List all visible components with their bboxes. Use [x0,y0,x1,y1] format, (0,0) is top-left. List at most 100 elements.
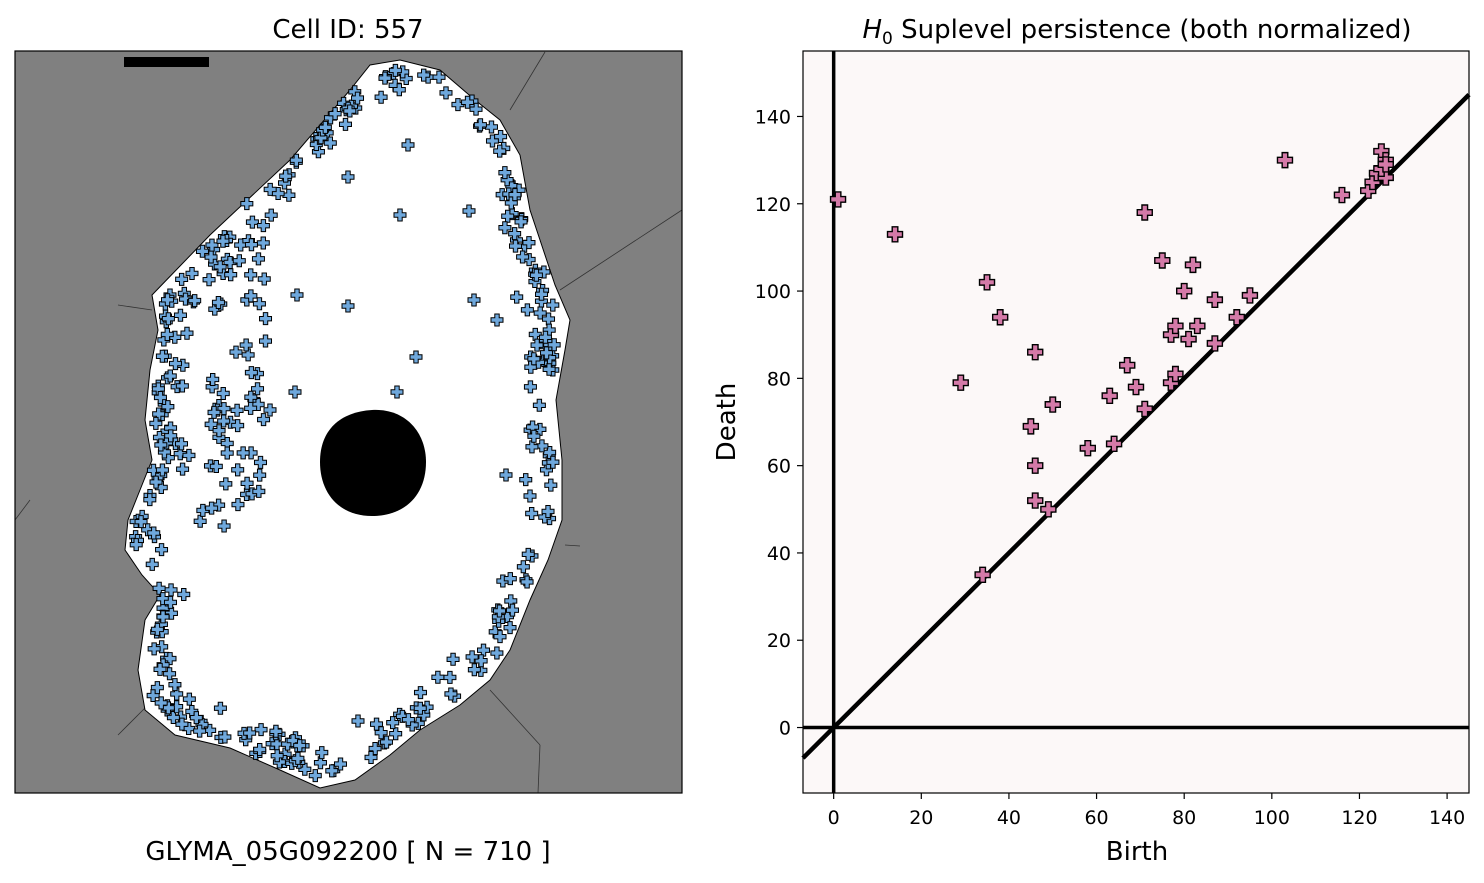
transcript-marker [289,153,303,167]
transcript-marker [378,71,392,85]
persistence-point [952,374,969,391]
transcript-marker [150,681,164,695]
transcript-marker [134,515,148,529]
y-tick-label: 120 [755,194,791,216]
transcript-marker [527,352,541,366]
nucleus [320,409,426,516]
transcript-marker [368,742,382,756]
transcript-marker [147,526,161,540]
transcript-marker [213,701,227,715]
transcript-marker [393,208,407,222]
diagonal [801,93,1471,760]
persistence-point [829,191,847,208]
transcript-marker [525,440,539,454]
transcript-marker [490,646,504,660]
persistence-point [1027,492,1044,509]
transcript-marker [498,221,512,235]
transcript-marker [409,350,423,364]
transcript-marker [374,726,388,740]
transcript-marker [461,95,475,109]
transcript-marker [232,254,246,268]
transcript-markers [129,63,561,783]
transcript-marker [160,293,174,307]
transcript-marker [204,250,218,264]
transcript-marker [493,630,507,644]
transcript-marker [231,498,245,512]
transcript-marker [224,268,238,282]
transcript-marker [503,621,517,635]
transcript-marker [231,463,245,477]
transcript-marker [270,749,284,763]
transcript-marker [155,349,169,363]
transcript-marker [519,473,533,487]
transcript-marker [163,595,177,609]
transcript-marker [508,227,522,241]
transcript-marker [173,308,187,322]
transcript-marker [374,90,388,104]
transcript-marker [525,506,539,520]
persistence-point [974,566,991,583]
x-tick-label: 60 [1084,807,1108,829]
transcript-marker [244,366,258,380]
transcript-marker [161,400,175,414]
y-axis-ticks: 0 20 40 60 80 100 120 140 [755,106,803,740]
transcript-marker [189,711,203,725]
transcript-marker [154,438,168,452]
transcript-marker [311,145,325,159]
transcript-marker [351,91,365,105]
transcript-marker [413,701,427,715]
transcript-marker [325,764,339,778]
transcript-marker [231,419,245,433]
transcript-marker [467,293,481,307]
transcript-marker [175,717,189,731]
transcript-marker [431,670,445,684]
transcript-marker [149,416,163,430]
transcript-marker [212,424,226,438]
x-tick-label: 100 [1254,807,1290,829]
x-tick-label: 80 [1172,807,1196,829]
transcript-marker [170,687,184,701]
transcript-marker [389,727,403,741]
transcript-marker [498,166,512,180]
persistence-point [1206,291,1224,308]
transcript-marker [155,463,169,477]
persistence-point [1040,501,1057,518]
transcript-marker [207,405,221,419]
transcript-marker [205,501,219,515]
transcript-marker [164,429,178,443]
y-tick-label: 60 [767,456,791,478]
transcript-marker [153,390,167,404]
transcript-marker [546,455,560,469]
persistence-point [1079,439,1096,457]
transcript-marker [163,369,177,383]
transcript-marker [149,475,163,489]
transcript-marker [243,726,257,740]
y-axis-label: Death [712,383,742,462]
transcript-marker [532,398,546,412]
transcript-marker [313,756,327,770]
persistence-point [978,274,996,291]
transcript-marker [462,204,476,218]
transcript-marker [523,380,537,394]
transcript-marker [259,334,273,348]
transcript-marker [240,476,254,490]
transcript-marker [338,117,352,131]
transcript-marker [538,330,552,344]
persistence-point [1184,256,1202,274]
transcript-marker [188,294,202,308]
transcript-marker [392,83,406,97]
transcript-marker [153,662,167,676]
x-tick-label: 40 [997,807,1021,829]
persistence-point [1154,252,1171,269]
transcript-marker [205,238,219,252]
transcript-marker [535,287,549,301]
transcript-marker [244,289,258,303]
persistence-point [1176,282,1193,300]
transcript-marker [341,170,355,184]
transcript-marker [533,306,547,320]
transcript-marker [240,197,254,211]
transcript-marker [401,713,415,727]
transcript-marker [390,385,404,399]
y-tick-label: 0 [779,718,791,740]
transcript-marker [180,326,194,340]
